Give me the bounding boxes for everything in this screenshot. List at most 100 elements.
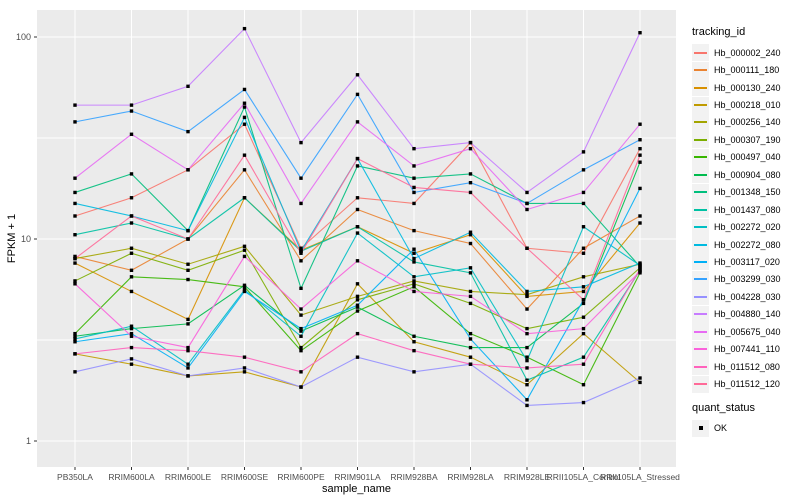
legend-item-Hb_007441_110: Hb_007441_110: [692, 340, 800, 358]
legend-line-swatch: [694, 173, 707, 176]
legend-key: [692, 375, 709, 393]
legend-label: Hb_001437_080: [714, 204, 781, 215]
legend-key: [692, 340, 709, 358]
legend-item-Hb_011512_120: Hb_011512_120: [692, 375, 800, 393]
legend-key: [692, 236, 709, 254]
legend-line-swatch: [694, 383, 707, 386]
legend-label: Hb_004880_140: [714, 309, 781, 320]
legend-item-Hb_001437_080: Hb_001437_080: [692, 201, 800, 219]
legend-key: [692, 96, 709, 114]
x-tick-label: RRIM600PE: [277, 472, 325, 482]
series-points-Hb_003299_030: [73, 87, 642, 206]
legend-item-Hb_000130_240: Hb_000130_240: [692, 79, 800, 97]
legend-title-quant-status: quant_status: [692, 401, 755, 414]
legend-line-swatch: [694, 51, 707, 54]
plot-area: 1 10 100 PB350LA RRIM600LA RRIM600LE RRIM600SE…: [6, 10, 680, 495]
x-tick-label: PB350LA: [57, 472, 93, 482]
legend-item-Hb_011512_080: Hb_011512_080: [692, 358, 800, 376]
legend-quant-entries: OK: [692, 419, 800, 437]
legend-key: [692, 419, 709, 437]
legend-key: [692, 201, 709, 219]
legend-key: [692, 79, 709, 97]
x-tick-label: RRIM600LA: [108, 472, 155, 482]
legend-line-swatch: [694, 365, 707, 368]
legend-key: [692, 253, 709, 271]
legend-label: Hb_011512_080: [714, 361, 780, 372]
y-tick-label: 1: [26, 436, 31, 446]
legend-item-quant-OK: OK: [692, 419, 800, 437]
legend-label: Hb_000002_240: [714, 47, 781, 58]
legend-line-swatch: [694, 330, 707, 333]
legend-key: [692, 323, 709, 341]
legend-line-swatch: [694, 278, 707, 281]
legend-label: Hb_000904_080: [714, 169, 781, 180]
legend-key: [692, 270, 709, 288]
legend-line-swatch: [694, 86, 707, 89]
x-axis-title: sample_name: [322, 483, 391, 495]
x-tick-label: RRIM928LE: [504, 472, 551, 482]
legend-label: Hb_002272_020: [714, 222, 781, 233]
y-tick-label: 100: [16, 32, 31, 42]
series-points-Hb_000904_080: [73, 160, 642, 350]
x-tick-label: RRIM928BA: [390, 472, 438, 482]
legend-key: [692, 166, 709, 184]
legend: tracking_id Hb_000002_240 Hb_000111_180 Hb…: [692, 26, 800, 437]
legend-label: Hb_011512_120: [714, 379, 780, 390]
legend-item-Hb_004228_030: Hb_004228_030: [692, 288, 800, 306]
legend-label: Hb_000111_180: [714, 65, 780, 76]
x-tick-label: RRIM928LA: [447, 472, 494, 482]
legend-label: Hb_002272_080: [714, 239, 781, 250]
legend-label: Hb_000218_010: [714, 100, 781, 111]
legend-item-Hb_000111_180: Hb_000111_180: [692, 61, 800, 79]
legend-tracking-entries: Hb_000002_240 Hb_000111_180 Hb_000130_240 H…: [692, 44, 800, 393]
legend-item-Hb_003299_030: Hb_003299_030: [692, 270, 800, 288]
legend-item-Hb_000904_080: Hb_000904_080: [692, 166, 800, 184]
legend-item-Hb_000002_240: Hb_000002_240: [692, 44, 800, 62]
legend-label: Hb_001348_150: [714, 187, 781, 198]
legend-key: [692, 288, 709, 306]
legend-key: [692, 61, 709, 79]
legend-item-Hb_003117_020: Hb_003117_020: [692, 253, 800, 271]
legend-item-Hb_000256_140: Hb_000256_140: [692, 113, 800, 131]
legend-key: [692, 218, 709, 236]
legend-line-swatch: [694, 121, 707, 124]
legend-key: [692, 305, 709, 323]
series-points-Hb_007441_110: [73, 254, 642, 350]
series-points-Hb_011512_080: [73, 267, 642, 374]
legend-label: Hb_005675_040: [714, 326, 781, 337]
legend-item-Hb_000307_190: Hb_000307_190: [692, 131, 800, 149]
legend-line-swatch: [694, 69, 707, 72]
legend-label: Hb_007441_110: [714, 344, 780, 355]
x-tick-label: RRIM901LA: [334, 472, 381, 482]
legend-line-swatch: [694, 156, 707, 159]
legend-line-swatch: [694, 260, 707, 263]
legend-line-swatch: [694, 191, 707, 194]
legend-label: Hb_000130_240: [714, 82, 781, 93]
legend-item-Hb_000497_040: Hb_000497_040: [692, 148, 800, 166]
legend-item-Hb_000218_010: Hb_000218_010: [692, 96, 800, 114]
legend-item-Hb_002272_020: Hb_002272_020: [692, 218, 800, 236]
legend-line-swatch: [694, 138, 707, 141]
legend-label: Hb_003117_020: [714, 256, 780, 267]
legend-key: [692, 131, 709, 149]
legend-item-Hb_002272_080: Hb_002272_080: [692, 236, 800, 254]
legend-label: Hb_000497_040: [714, 152, 781, 163]
legend-line-swatch: [694, 208, 707, 211]
legend-label: Hb_000256_140: [714, 117, 781, 128]
x-tick-label: RRIM600LE: [165, 472, 212, 482]
x-tick-label: RRIM600SE: [221, 472, 269, 482]
legend-line-swatch: [694, 295, 707, 298]
legend-title-tracking-id: tracking_id: [692, 26, 746, 38]
legend-line-swatch: [694, 348, 707, 351]
legend-label: Hb_003299_030: [714, 274, 781, 285]
legend-key: [692, 183, 709, 201]
series-points-Hb_005675_040: [73, 101, 642, 212]
series-points-Hb_011512_120: [73, 153, 642, 302]
y-axis-title: FPKM + 1: [6, 214, 18, 263]
legend-item-Hb_005675_040: Hb_005675_040: [692, 323, 800, 341]
legend-label: Hb_000307_190: [714, 134, 781, 145]
y-tick-label: 10: [21, 234, 31, 244]
legend-label: OK: [714, 423, 728, 434]
legend-key: [692, 358, 709, 376]
